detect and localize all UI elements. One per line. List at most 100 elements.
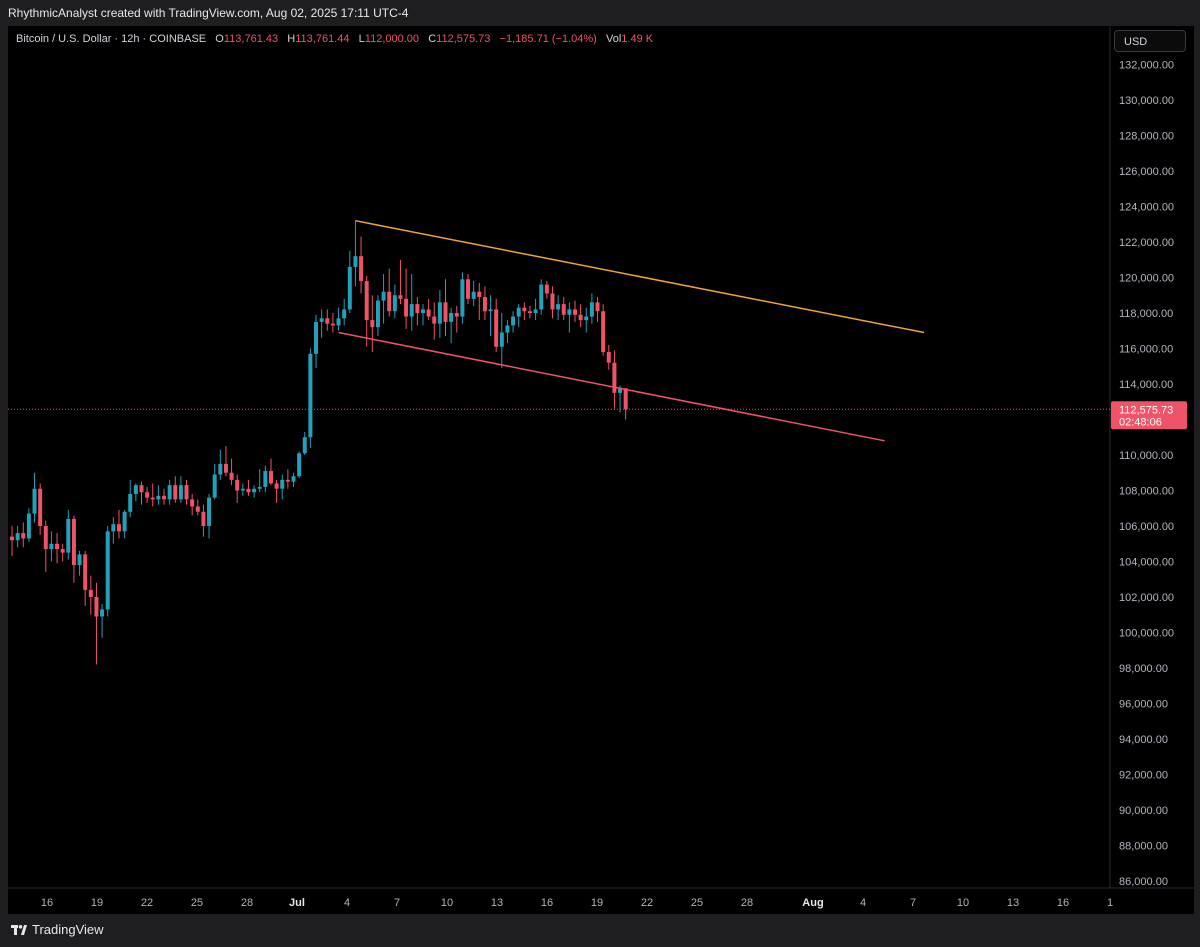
candle-body[interactable] [26, 513, 31, 539]
candle-body[interactable] [308, 353, 313, 438]
candle-body[interactable] [494, 309, 499, 347]
candle-body[interactable] [297, 453, 302, 477]
candle-body[interactable] [471, 291, 476, 299]
candle-body[interactable] [578, 314, 583, 321]
candle-body[interactable] [128, 494, 133, 512]
candle-body[interactable] [105, 531, 110, 610]
candle-body[interactable] [398, 295, 403, 299]
candle-body[interactable] [280, 479, 285, 489]
candle-body[interactable] [539, 284, 544, 310]
candle-body[interactable] [325, 318, 330, 324]
candle-body[interactable] [43, 526, 48, 550]
candle-body[interactable] [370, 320, 375, 328]
candle-body[interactable] [522, 307, 527, 312]
candle-body[interactable] [133, 485, 138, 495]
candle-body[interactable] [437, 302, 442, 324]
candle-body[interactable] [595, 302, 600, 312]
candle-body[interactable] [263, 470, 268, 487]
candle-body[interactable] [314, 321, 319, 354]
candle-body[interactable] [32, 488, 37, 514]
candle-body[interactable] [212, 474, 217, 498]
candle-body[interactable] [511, 316, 516, 326]
candle-body[interactable] [460, 279, 465, 317]
candle-body[interactable] [516, 307, 521, 317]
candle-body[interactable] [404, 298, 409, 317]
candle-body[interactable] [60, 549, 65, 553]
candle-body[interactable] [10, 536, 14, 541]
candle-body[interactable] [218, 463, 223, 475]
candle-body[interactable] [145, 492, 150, 498]
candle-body[interactable] [454, 313, 459, 317]
candle-body[interactable] [573, 309, 577, 315]
candle-body[interactable] [178, 485, 183, 500]
candle-body[interactable] [167, 485, 172, 500]
candle-body[interactable] [184, 485, 189, 500]
candle-body[interactable] [66, 518, 71, 553]
candle-body[interactable] [505, 325, 510, 333]
candle-body[interactable] [38, 488, 43, 526]
candle-body[interactable] [235, 479, 240, 491]
candle-body[interactable] [49, 543, 54, 550]
candle-body[interactable] [116, 524, 121, 532]
candle-body[interactable] [330, 323, 335, 326]
candle-body[interactable] [567, 309, 572, 315]
candle-body[interactable] [122, 511, 127, 532]
candle-body[interactable] [319, 318, 324, 322]
candle-body[interactable] [381, 291, 386, 301]
candle-body[interactable] [544, 284, 549, 294]
candle-body[interactable] [77, 554, 82, 566]
candle-body[interactable] [21, 533, 26, 539]
candle-body[interactable] [173, 485, 178, 500]
candle-body[interactable] [550, 293, 555, 310]
candle-body[interactable] [201, 511, 206, 526]
candle-body[interactable] [139, 485, 144, 493]
candle-body[interactable] [347, 266, 352, 310]
candle-body[interactable] [252, 488, 257, 493]
candle-body[interactable] [556, 304, 561, 310]
candle-body[interactable] [443, 302, 448, 322]
currency-button[interactable]: USD [1114, 30, 1186, 52]
candle-body[interactable] [623, 388, 628, 410]
candle-body[interactable] [162, 495, 167, 500]
candle-body[interactable] [612, 362, 617, 393]
candle-body[interactable] [359, 256, 364, 282]
candle-body[interactable] [606, 352, 611, 363]
candle-body[interactable] [477, 291, 482, 298]
candle-body[interactable] [392, 295, 397, 312]
candle-body[interactable] [584, 316, 589, 321]
candle-body[interactable] [336, 318, 341, 326]
candle-body[interactable] [426, 309, 431, 317]
candle-body[interactable] [387, 291, 392, 312]
candle-body[interactable] [589, 302, 594, 317]
candle-body[interactable] [229, 472, 234, 480]
candle-body[interactable] [223, 463, 228, 473]
candle-body[interactable] [190, 499, 195, 507]
candle-body[interactable] [561, 304, 566, 315]
candle-body[interactable] [268, 470, 273, 484]
candle-body[interactable] [291, 476, 296, 482]
candle-body[interactable] [100, 609, 105, 617]
candle-body[interactable] [409, 304, 414, 317]
candle-body[interactable] [94, 597, 99, 617]
candle-body[interactable] [364, 281, 369, 321]
candle-body[interactable] [246, 488, 251, 493]
candle-body[interactable] [274, 483, 279, 489]
resistance-trendline[interactable] [355, 219, 925, 334]
candle-body[interactable] [240, 488, 245, 491]
candle-body[interactable] [420, 309, 425, 313]
candle-body[interactable] [302, 437, 307, 454]
chart-panel[interactable] [8, 26, 1194, 914]
candle-body[interactable] [207, 497, 212, 526]
candle-body[interactable] [415, 304, 420, 313]
candle-body[interactable] [449, 313, 454, 322]
candle-body[interactable] [111, 524, 116, 532]
candle-body[interactable] [55, 543, 60, 550]
candle-body[interactable] [618, 387, 623, 393]
candle-body[interactable] [482, 297, 487, 312]
symbol-name[interactable]: Bitcoin / U.S. Dollar · 12h · COINBASE [16, 33, 207, 45]
candle-body[interactable] [83, 554, 88, 590]
candle-body[interactable] [527, 311, 532, 313]
candle-body[interactable] [342, 309, 347, 319]
candle-body[interactable] [15, 533, 20, 541]
